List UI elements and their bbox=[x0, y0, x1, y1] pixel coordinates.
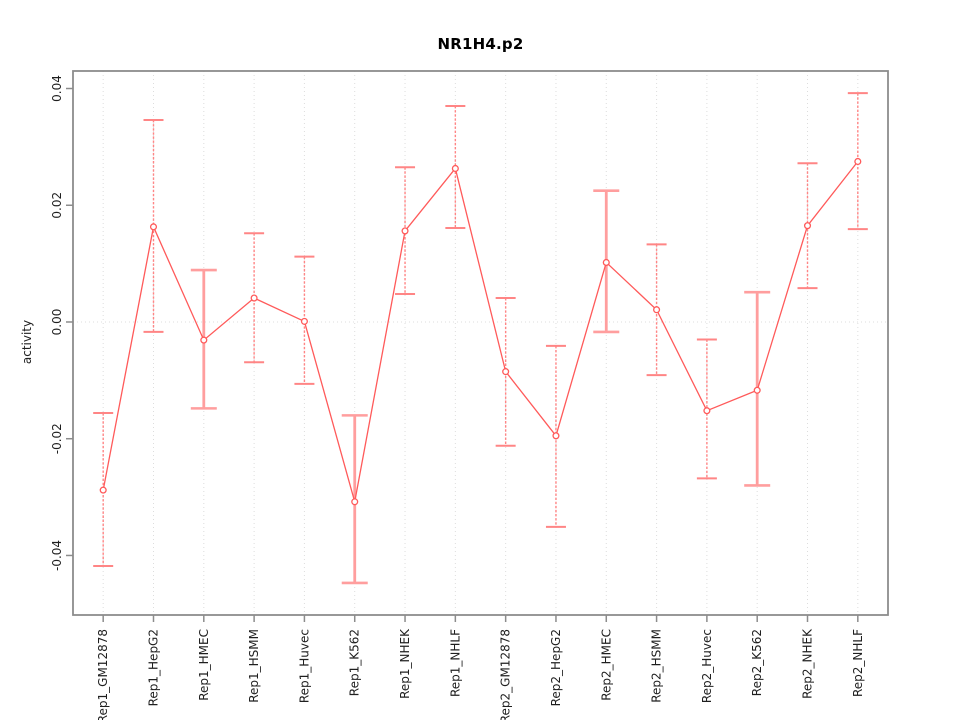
plot-box bbox=[72, 70, 889, 616]
data-point-marker bbox=[451, 164, 459, 173]
x-tick-label: Rep2_HSMM bbox=[650, 629, 664, 703]
data-point-marker bbox=[149, 223, 158, 231]
series-line bbox=[102, 161, 859, 502]
x-tick-label: Rep2_HMEC bbox=[599, 629, 613, 701]
x-tick-label: Rep2_Huvec bbox=[700, 629, 714, 703]
x-tick-label: Rep1_HSMM bbox=[247, 629, 261, 703]
data-point-marker bbox=[200, 336, 208, 344]
data-point-marker bbox=[99, 486, 107, 494]
x-tick-label: Rep1_NHLF bbox=[448, 629, 462, 697]
y-tick-label: -0.02 bbox=[50, 423, 64, 454]
x-tick-label: Rep1_HMEC bbox=[197, 629, 211, 701]
y-axis-label: activity bbox=[20, 319, 34, 365]
data-point-marker bbox=[401, 227, 409, 235]
data-point-marker bbox=[703, 407, 711, 415]
x-tick-label: Rep1_HepG2 bbox=[146, 629, 160, 706]
y-tick-label: 0.00 bbox=[50, 309, 64, 336]
y-tick-label: 0.02 bbox=[50, 192, 64, 219]
x-tick-label: Rep1_GM12878 bbox=[96, 629, 110, 720]
x-tick-label: Rep1_K562 bbox=[348, 629, 362, 696]
x-tick-label: Rep2_NHLF bbox=[851, 629, 865, 697]
x-tick-label: Rep2_HepG2 bbox=[549, 629, 563, 706]
data-point-marker bbox=[653, 306, 661, 314]
x-tick-label: Rep1_Huvec bbox=[297, 629, 311, 703]
data-point-marker bbox=[753, 386, 761, 394]
data-point-marker bbox=[803, 222, 812, 230]
x-tick-label: Rep1_NHEK bbox=[398, 628, 412, 699]
x-tick-label: Rep2_GM12878 bbox=[499, 629, 513, 720]
chart-title: NR1H4.p2 bbox=[437, 35, 524, 53]
x-tick-label: Rep2_K562 bbox=[750, 629, 764, 696]
y-tick-label: 0.04 bbox=[50, 75, 64, 102]
y-tick-label: -0.04 bbox=[50, 540, 64, 571]
data-point-marker bbox=[854, 157, 862, 166]
data-point-marker bbox=[351, 498, 359, 506]
data-point-marker bbox=[250, 294, 258, 302]
data-point-marker bbox=[300, 317, 308, 325]
data-point-marker bbox=[502, 368, 510, 376]
data-point-marker bbox=[602, 258, 610, 267]
data-point-marker bbox=[552, 432, 560, 440]
x-tick-label: Rep2_NHEK bbox=[801, 628, 815, 699]
